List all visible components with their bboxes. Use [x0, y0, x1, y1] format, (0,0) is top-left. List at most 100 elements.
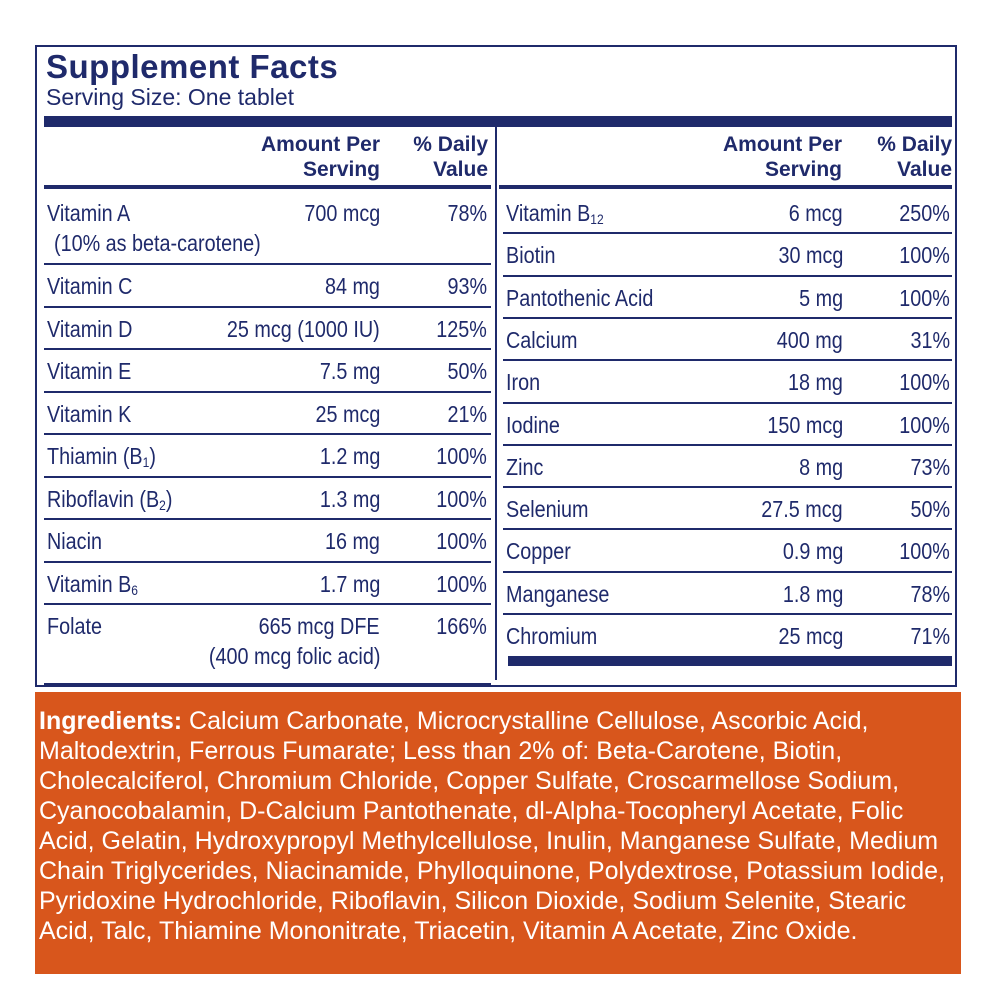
row-divider: [44, 560, 491, 563]
nutrient-amount: 1.2 mg: [319, 443, 380, 469]
nutrient-daily-value: 100%: [899, 369, 950, 396]
nutrient-name: Vitamin A: [47, 200, 131, 226]
nutrient-amount: 700 mcg: [304, 200, 380, 226]
nutrient-amount: 18 mg: [788, 369, 843, 396]
dv-header-left: % Daily Value: [388, 132, 488, 184]
table-end-bar: [508, 656, 952, 666]
nutrient-daily-value: 100%: [899, 242, 950, 269]
column-header-rule-right: [499, 185, 952, 189]
row-divider: [503, 401, 952, 404]
nutrient-amount: 400 mg: [777, 326, 843, 353]
dv-header-line2: Value: [897, 158, 952, 181]
nutrient-daily-value: 100%: [899, 538, 950, 565]
amount-header-line1: Amount Per: [260, 133, 380, 156]
nutrient-daily-value: 31%: [910, 326, 950, 353]
nutrient-amount: 30 mcg: [778, 242, 843, 269]
nutrient-amount: 0.9 mg: [782, 538, 843, 565]
nutrient-daily-value: 50%: [447, 358, 487, 384]
row-divider: [503, 528, 952, 531]
nutrient-name: Biotin: [506, 242, 556, 269]
nutrient-amount: 8 mg: [799, 453, 843, 480]
amount-header-line2: Serving: [764, 158, 842, 181]
amount-header-right: Amount Per Serving: [682, 132, 842, 184]
row-divider: [503, 443, 952, 446]
dv-header-line2: Value: [433, 158, 488, 181]
amount-header-line1: Amount Per: [722, 133, 842, 156]
nutrient-name: Niacin: [47, 528, 102, 554]
dv-header-right: % Daily Value: [850, 132, 952, 184]
nutrient-row: Vitamin K 25 mcg 21%: [44, 391, 491, 434]
column-header-rule-left: [44, 185, 491, 189]
nutrient-amount: 25 mcg (1000 IU): [227, 315, 380, 342]
nutrient-row: Vitamin E 7.5 mg 50%: [44, 348, 491, 391]
nutrient-name: Vitamin E: [47, 358, 132, 384]
nutrient-daily-value: 100%: [899, 284, 950, 311]
ingredients-text: Calcium Carbonate, Microcrystalline Cell…: [39, 707, 946, 945]
nutrient-row: Copper 0.9 mg 100%: [503, 528, 952, 570]
nutrient-name: Copper: [506, 538, 571, 565]
dv-header-line1: % Daily: [413, 133, 488, 156]
row-divider: [44, 603, 491, 605]
ingredients-panel: Ingredients: Calcium Carbonate, Microcry…: [35, 692, 961, 974]
row-divider: [44, 433, 491, 435]
nutrient-row: Chromium 25 mcg 71%: [503, 613, 952, 655]
nutrient-daily-value: 78%: [910, 580, 950, 607]
nutrient-row: Manganese 1.8 mg 78%: [503, 571, 952, 613]
nutrient-row: Iron 18 mg 100%: [503, 359, 952, 401]
nutrient-name: Calcium: [506, 326, 578, 353]
nutrient-name: Riboflavin (B2): [47, 485, 173, 513]
nutrient-daily-value: 93%: [447, 273, 487, 299]
nutrient-name: Vitamin C: [47, 273, 133, 299]
nutrient-amount: 1.7 mg: [319, 570, 380, 597]
nutrient-daily-value: 125%: [436, 315, 487, 342]
row-divider: [44, 305, 491, 308]
nutrient-amount: 150 mcg: [767, 411, 843, 438]
amount-header-left: Amount Per Serving: [220, 132, 380, 184]
nutrient-name: Manganese: [506, 580, 610, 607]
header-divider: [44, 116, 952, 127]
nutrient-daily-value: 100%: [436, 570, 487, 597]
nutrient-note: (10% as beta-carotene): [54, 230, 261, 256]
nutrient-row: Pantothenic Acid 5 mg 100%: [503, 275, 952, 317]
row-divider: [503, 316, 952, 319]
nutrient-row: Iodine 150 mcg 100%: [503, 402, 952, 444]
nutrient-amount: 6 mcg: [789, 200, 843, 226]
nutrient-name: Vitamin B12: [506, 200, 604, 227]
nutrient-daily-value: 100%: [436, 485, 487, 512]
nutrient-row: Vitamin A 700 mcg 78% (10% as beta-carotene…: [44, 190, 491, 263]
nutrient-row: Riboflavin (B2) 1.3 mg 100%: [44, 476, 491, 519]
nutrient-amount: 665 mcg DFE: [259, 613, 380, 639]
row-divider: [503, 613, 952, 615]
row-divider: [44, 390, 491, 393]
nutrient-amount: 27.5 mcg: [761, 496, 843, 523]
nutrient-amount: 16 mg: [325, 528, 380, 554]
page-title: Supplement Facts: [46, 48, 339, 85]
nutrient-name: Iodine: [506, 411, 560, 438]
row-divider: [44, 475, 491, 478]
nutrient-row: Vitamin B12 6 mcg 250%: [503, 190, 952, 232]
nutrient-name: Folate: [47, 613, 102, 639]
nutrient-name: Vitamin D: [47, 315, 133, 342]
nutrient-name: Selenium: [506, 496, 589, 523]
row-divider: [503, 359, 952, 362]
nutrient-name: Zinc: [506, 453, 544, 480]
nutrient-daily-value: 100%: [899, 411, 950, 438]
nutrient-daily-value: 73%: [910, 453, 950, 480]
nutrient-row: Calcium 400 mg 31%: [503, 317, 952, 359]
nutrient-row: Niacin 16 mg 100%: [44, 518, 491, 561]
nutrient-name: Thiamin (B1): [47, 443, 156, 470]
nutrient-daily-value: 21%: [447, 400, 487, 427]
nutrient-amount: 1.3 mg: [319, 485, 380, 512]
amount-header-line2: Serving: [302, 158, 380, 181]
nutrient-name: Vitamin B6: [47, 570, 138, 598]
nutrient-note: (400 mcg folic acid): [208, 643, 380, 669]
nutrient-amount: 25 mcg: [778, 623, 843, 649]
row-divider: [44, 263, 491, 265]
nutrient-row: Folate 665 mcg DFE 166% (400 mcg folic acid…: [44, 603, 491, 683]
nutrient-amount: 25 mcg: [315, 400, 380, 427]
nutrient-row: Vitamin B6 1.7 mg 100%: [44, 561, 491, 604]
row-divider: [44, 683, 491, 685]
nutrient-name: Pantothenic Acid: [506, 284, 654, 311]
nutrient-row: Thiamin (B1) 1.2 mg 100%: [44, 433, 491, 476]
nutrient-daily-value: 71%: [910, 623, 950, 649]
